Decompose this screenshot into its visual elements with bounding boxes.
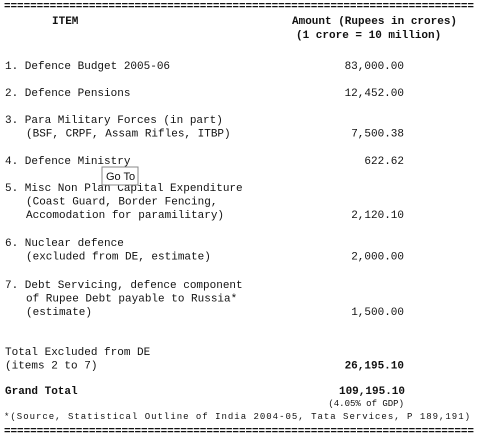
tooltip[interactable]: Go To bbox=[101, 166, 139, 186]
header-amount: Amount (Rupees in crores) bbox=[292, 16, 457, 28]
rows: 1. Defence Budget 2005-06 83,000.00 2. Def… bbox=[5, 61, 404, 373]
amount: 83,000.00 bbox=[345, 61, 404, 73]
amount: 1,500.00 bbox=[351, 307, 404, 319]
header-item: ITEM bbox=[52, 16, 79, 28]
amount: 2,000.00 bbox=[351, 252, 404, 264]
item-line: 6. Nuclear defence bbox=[5, 238, 124, 250]
item-line: 3. Para Military Forces (in part) bbox=[5, 115, 223, 127]
item-line: Accomodation for paramilitary) bbox=[26, 210, 224, 222]
total-line: Total Excluded from DE bbox=[5, 347, 151, 359]
item-line: 1. Defence Budget 2005-06 bbox=[5, 61, 170, 73]
gdp-note: (4.05% of GDP) bbox=[328, 399, 404, 409]
amount: 622.62 bbox=[364, 156, 404, 168]
bottom-rule: ========================================… bbox=[4, 426, 474, 438]
tooltip-box[interactable] bbox=[101, 166, 139, 186]
item-line: of Rupee Debt payable to Russia* bbox=[26, 294, 237, 306]
top-rule: ========================================… bbox=[4, 1, 474, 13]
amount: 12,452.00 bbox=[345, 88, 404, 100]
grand-total-amount: 109,195.10 bbox=[339, 386, 405, 398]
item-line: 5. Misc Non Plan Capital Expenditure bbox=[5, 183, 243, 195]
item-line: 4. Defence Ministry bbox=[5, 156, 131, 168]
grand-total-label: Grand Total bbox=[5, 386, 78, 398]
tooltip-text[interactable]: Go To bbox=[106, 171, 135, 183]
item-line: (estimate) bbox=[26, 307, 92, 319]
total-amount: 26,195.10 bbox=[345, 361, 404, 373]
amount: 2,120.10 bbox=[351, 210, 404, 222]
header-note: (1 crore = 10 million) bbox=[296, 30, 441, 42]
item-line: (BSF, CRPF, Assam Rifles, ITBP) bbox=[26, 129, 231, 141]
item-line: 7. Debt Servicing, defence component bbox=[5, 280, 243, 292]
item-line: 2. Defence Pensions bbox=[5, 88, 130, 100]
source: *(Source, Statistical Outline of India 2… bbox=[4, 412, 470, 422]
item-line: (Coast Guard, Border Fencing, bbox=[26, 197, 217, 209]
item-line: (excluded from DE, estimate) bbox=[26, 252, 211, 264]
total-line: (items 2 to 7) bbox=[5, 361, 97, 373]
amount: 7,500.38 bbox=[351, 129, 404, 141]
